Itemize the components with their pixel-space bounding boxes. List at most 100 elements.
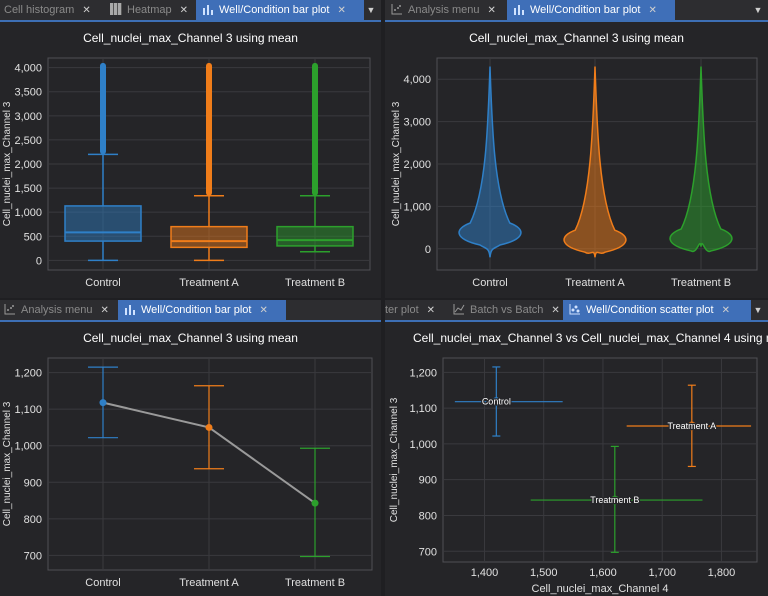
tab-scatter-plot[interactable]: ter plot ✕ bbox=[385, 300, 443, 320]
tab-well-condition-bar-plot[interactable]: Well/Condition bar plot ✕ bbox=[507, 0, 675, 20]
bar-chart-icon bbox=[513, 2, 525, 15]
y-tick-label: 700 bbox=[24, 550, 42, 562]
point-label: Control bbox=[482, 397, 511, 407]
chart-title: Cell_nuclei_max_Channel 3 using mean bbox=[83, 31, 298, 45]
tab-heatmap[interactable]: Heatmap ✕ bbox=[104, 0, 200, 20]
pane-bottom-right: ter plot ✕ Batch vs Batch ✕ Well/Condition… bbox=[385, 300, 768, 596]
x-tick-label: Treatment B bbox=[671, 277, 731, 289]
x-tick-label: Control bbox=[85, 577, 120, 589]
y-tick-label: 1,000 bbox=[409, 439, 437, 451]
y-axis-label: Cell_nuclei_max_Channel 3 bbox=[389, 397, 400, 522]
y-tick-label: 2,000 bbox=[403, 159, 431, 171]
violin-control bbox=[458, 66, 522, 258]
tab-label: Well/Condition scatter plot bbox=[586, 304, 714, 316]
violin-treatment-a bbox=[563, 66, 627, 258]
box-plot: 0 500 1,000 1,500 2,000 2,500 3,000 3,500 4,000 C… bbox=[2, 57, 371, 289]
x-tick-label: Control bbox=[85, 277, 120, 289]
data-point bbox=[491, 397, 501, 407]
tab-batch-vs-batch[interactable]: Batch vs Batch ✕ bbox=[447, 300, 563, 320]
violin-treatment-b bbox=[669, 66, 733, 253]
close-icon[interactable]: ✕ bbox=[551, 305, 560, 316]
tab-label: Well/Condition bar plot bbox=[141, 304, 252, 316]
y-tick-label: 1,000 bbox=[14, 207, 42, 219]
y-tick-label: 3,000 bbox=[14, 111, 42, 123]
tab-label: Analysis menu bbox=[21, 304, 93, 316]
y-tick-label: 800 bbox=[419, 510, 437, 522]
scatter-icon bbox=[569, 302, 581, 315]
y-tick-label: 1,000 bbox=[403, 201, 431, 213]
close-icon[interactable]: ✕ bbox=[648, 5, 657, 16]
y-tick-label: 900 bbox=[24, 477, 42, 489]
y-tick-label: 0 bbox=[425, 244, 431, 256]
x-tick-label: 1,700 bbox=[648, 567, 676, 579]
y-tick-label: 2,500 bbox=[14, 135, 42, 147]
y-axis-label: Cell_nuclei_max_Channel 3 bbox=[2, 401, 13, 526]
chart-title: Cell_nuclei_max_Channel 3 using mean bbox=[83, 331, 298, 345]
close-icon[interactable]: ✕ bbox=[426, 305, 436, 316]
close-icon[interactable]: ✕ bbox=[82, 5, 91, 16]
pane-top-right: Analysis menu ✕ Well/Condition bar plot ✕ … bbox=[385, 0, 768, 298]
x-tick-label: 1,500 bbox=[530, 567, 558, 579]
close-icon[interactable]: ✕ bbox=[487, 5, 496, 16]
box-outliers bbox=[312, 62, 318, 196]
tab-bar: Analysis menu ✕ Well/Condition bar plot ✕ bbox=[0, 300, 381, 322]
tab-label: Analysis menu bbox=[408, 4, 480, 16]
y-tick-label: 1,100 bbox=[409, 403, 437, 415]
y-tick-label: 4,000 bbox=[403, 74, 431, 86]
tab-label: Heatmap bbox=[127, 4, 172, 16]
y-tick-label: 3,000 bbox=[403, 117, 431, 129]
close-icon[interactable]: ✕ bbox=[337, 5, 346, 16]
close-icon[interactable]: ✕ bbox=[100, 305, 109, 316]
plot-frame bbox=[47, 357, 373, 571]
tab-well-condition-bar-plot[interactable]: Well/Condition bar plot ✕ bbox=[196, 0, 364, 20]
chevron-down-icon[interactable]: ▼ bbox=[753, 305, 763, 315]
violin-plot: 0 1,000 2,000 3,000 4,000 Cell_nuclei_max_Cha… bbox=[391, 57, 758, 289]
data-point bbox=[687, 421, 697, 431]
y-tick-label: 800 bbox=[24, 514, 42, 526]
data-point bbox=[311, 499, 319, 507]
box-outliers bbox=[100, 62, 106, 155]
scatter-plot: 700 800 900 1,000 1,100 1,200 Cell_nuclei_max_… bbox=[389, 357, 758, 595]
y-tick-label: 700 bbox=[419, 546, 437, 558]
tab-cell-histogram[interactable]: Cell histogram ✕ bbox=[0, 0, 100, 20]
x-axis-label: Cell_nuclei_max_Channel 4 bbox=[532, 583, 669, 595]
x-tick-label: Treatment A bbox=[179, 577, 239, 589]
x-tick-label: 1,400 bbox=[471, 567, 499, 579]
tab-bar: Analysis menu ✕ Well/Condition bar plot ✕ … bbox=[385, 0, 768, 22]
y-tick-label: 1,200 bbox=[14, 368, 42, 380]
tab-label: Cell histogram bbox=[4, 4, 75, 16]
tab-bar: Cell histogram ✕ Heatmap ✕ Well/Condition … bbox=[0, 0, 381, 22]
y-tick-label: 2,000 bbox=[14, 159, 42, 171]
x-tick-label: Treatment B bbox=[285, 277, 345, 289]
analysis-icon bbox=[391, 2, 403, 15]
close-icon[interactable]: ✕ bbox=[179, 5, 189, 16]
chevron-down-icon[interactable]: ▼ bbox=[753, 5, 763, 15]
y-tick-label: 4,000 bbox=[14, 63, 42, 75]
data-point bbox=[205, 423, 213, 431]
tab-well-condition-scatter-plot[interactable]: Well/Condition scatter plot ✕ bbox=[563, 300, 751, 320]
tab-analysis-menu[interactable]: Analysis menu ✕ bbox=[385, 0, 509, 20]
close-icon[interactable]: ✕ bbox=[259, 305, 268, 316]
y-tick-label: 1,100 bbox=[14, 404, 42, 416]
y-tick-label: 900 bbox=[419, 475, 437, 487]
tab-bar: ter plot ✕ Batch vs Batch ✕ Well/Condition… bbox=[385, 300, 768, 322]
data-point bbox=[610, 495, 620, 505]
tab-label: Well/Condition bar plot bbox=[219, 4, 330, 16]
box-treatment-a bbox=[170, 225, 248, 249]
y-tick-label: 3,500 bbox=[14, 87, 42, 99]
y-tick-label: 1,200 bbox=[409, 367, 437, 379]
chevron-down-icon[interactable]: ▼ bbox=[366, 5, 376, 15]
y-axis-label: Cell_nuclei_max_Channel 3 bbox=[2, 101, 13, 226]
chart-title: Cell_nuclei_max_Channel 3 using mean bbox=[469, 31, 684, 45]
bar-chart-icon bbox=[202, 2, 214, 15]
box-control bbox=[64, 205, 142, 242]
tab-analysis-menu[interactable]: Analysis menu ✕ bbox=[0, 300, 118, 320]
x-tick-label: Treatment B bbox=[285, 577, 345, 589]
box-treatment-b bbox=[276, 225, 354, 247]
close-icon[interactable]: ✕ bbox=[721, 305, 730, 316]
x-tick-label: 1,600 bbox=[589, 567, 617, 579]
line-chart-icon bbox=[453, 302, 465, 315]
y-tick-label: 500 bbox=[24, 231, 42, 243]
tab-well-condition-bar-plot[interactable]: Well/Condition bar plot ✕ bbox=[118, 300, 286, 320]
bar-chart-icon bbox=[124, 302, 136, 315]
